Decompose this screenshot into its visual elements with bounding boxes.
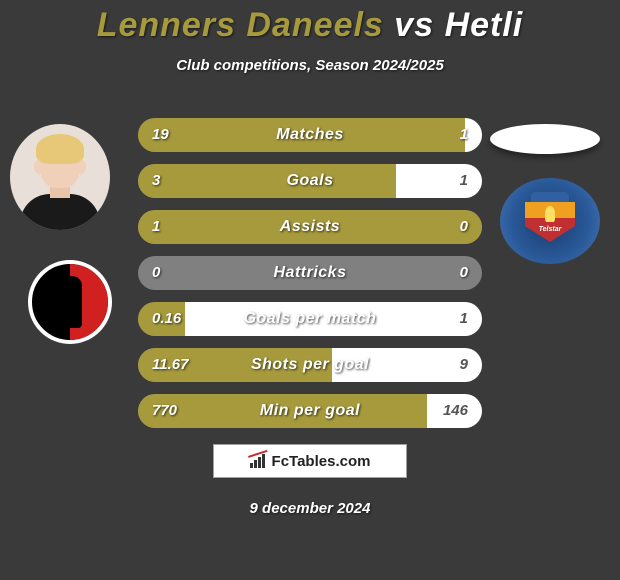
player1-club-badge xyxy=(28,260,112,344)
stat-label: Goals xyxy=(138,164,482,198)
shield-text: Telstar xyxy=(525,226,575,233)
player2-name: Hetli xyxy=(445,6,524,44)
stat-row: 0.161Goals per match xyxy=(138,302,482,336)
subtitle: Club competitions, Season 2024/2025 xyxy=(0,57,620,74)
stat-row: 770146Min per goal xyxy=(138,394,482,428)
source-logo: FcTables.com xyxy=(213,444,407,478)
stat-label: Min per goal xyxy=(138,394,482,428)
stat-label: Shots per goal xyxy=(138,348,482,382)
stat-row: 00Hattricks xyxy=(138,256,482,290)
stat-label: Hattricks xyxy=(138,256,482,290)
chart-icon xyxy=(250,454,268,468)
stat-row: 191Matches xyxy=(138,118,482,152)
stat-label: Matches xyxy=(138,118,482,152)
stat-row: 10Assists xyxy=(138,210,482,244)
stat-row: 11.679Shots per goal xyxy=(138,348,482,382)
player1-name: Lenners Daneels xyxy=(97,6,384,44)
stat-row: 31Goals xyxy=(138,164,482,198)
page-title: Lenners Daneels vs Hetli xyxy=(0,0,620,45)
player2-club-badge: Telstar xyxy=(500,178,600,264)
date-label: 9 december 2024 xyxy=(0,500,620,517)
player2-avatar-placeholder xyxy=(490,124,600,154)
stat-label: Assists xyxy=(138,210,482,244)
source-logo-text: FcTables.com xyxy=(272,453,371,470)
stat-label: Goals per match xyxy=(138,302,482,336)
vs-separator: vs xyxy=(394,6,434,44)
stats-container: 191Matches 31Goals 10Assists 00Hattricks 0.1… xyxy=(138,118,482,440)
player1-avatar xyxy=(10,124,110,230)
